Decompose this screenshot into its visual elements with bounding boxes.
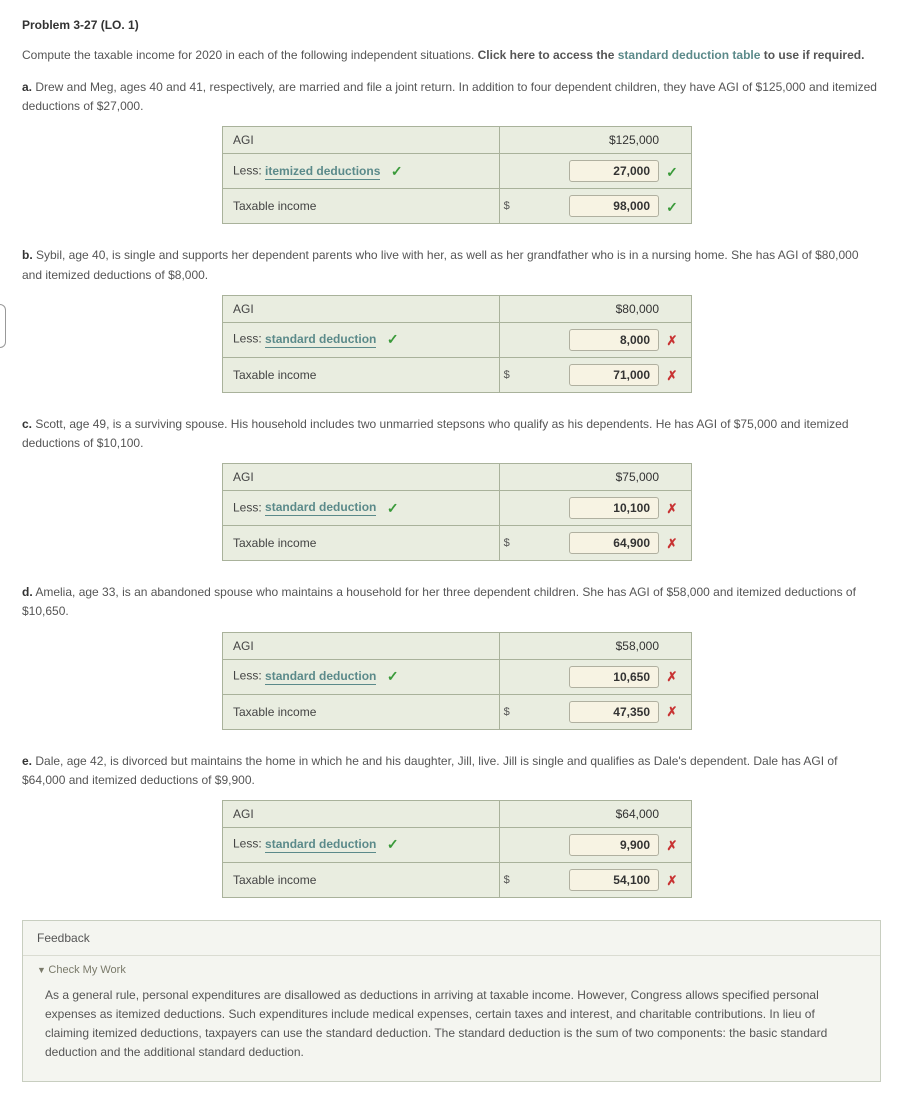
part-b: b. Sybil, age 40, is single and supports…	[22, 246, 881, 392]
agi-label: AGI	[223, 632, 500, 659]
cross-icon: ✗	[663, 333, 681, 349]
check-my-work-toggle[interactable]: Check My Work	[23, 956, 880, 982]
deduction-type-select[interactable]: standard deduction	[265, 837, 376, 853]
standard-deduction-link[interactable]: standard deduction table	[618, 48, 761, 62]
part-d-letter: d.	[22, 585, 33, 599]
part-e-text: e. Dale, age 42, is divorced but maintai…	[22, 752, 881, 790]
intro-after: to use if required.	[760, 48, 864, 62]
cross-icon: ✗	[663, 536, 681, 552]
deduction-type-select[interactable]: standard deduction	[265, 669, 376, 685]
taxable-input[interactable]: 47,350	[569, 701, 659, 723]
deduction-input[interactable]: 27,000	[569, 160, 659, 182]
agi-value: $58,000	[616, 639, 681, 653]
part-c-table: AGI $75,000 Less: standard deduction ✓ 1…	[222, 463, 692, 561]
deduction-input[interactable]: 8,000	[569, 329, 659, 351]
agi-value: $64,000	[616, 807, 681, 821]
taxable-label: Taxable income	[223, 189, 500, 224]
deduction-type-select[interactable]: itemized deductions	[265, 164, 380, 180]
dollar-sign: $	[504, 874, 510, 886]
part-d-table: AGI $58,000 Less: standard deduction ✓ 1…	[222, 632, 692, 730]
agi-label: AGI	[223, 800, 500, 827]
feedback-body: As a general rule, personal expenditures…	[23, 982, 880, 1081]
part-d-desc: Amelia, age 33, is an abandoned spouse w…	[22, 585, 856, 618]
part-e-desc: Dale, age 42, is divorced but maintains …	[22, 754, 837, 787]
taxable-input[interactable]: 71,000	[569, 364, 659, 386]
feedback-box: Feedback Check My Work As a general rule…	[22, 920, 881, 1082]
part-e-table: AGI $64,000 Less: standard deduction ✓ 9…	[222, 800, 692, 898]
taxable-label: Taxable income	[223, 694, 500, 729]
taxable-label: Taxable income	[223, 526, 500, 561]
dollar-sign: $	[504, 706, 510, 718]
dollar-sign: $	[504, 537, 510, 549]
part-d: d. Amelia, age 33, is an abandoned spous…	[22, 583, 881, 729]
part-c-text: c. Scott, age 49, is a surviving spouse.…	[22, 415, 881, 453]
cross-icon: ✗	[663, 838, 681, 854]
dollar-sign: $	[504, 369, 510, 381]
deduction-input[interactable]: 10,650	[569, 666, 659, 688]
deduction-input[interactable]: 10,100	[569, 497, 659, 519]
less-label: Less:	[233, 500, 262, 514]
part-d-text: d. Amelia, age 33, is an abandoned spous…	[22, 583, 881, 621]
part-e-letter: e.	[22, 754, 32, 768]
taxable-label: Taxable income	[223, 862, 500, 897]
check-icon: ✓	[384, 836, 402, 853]
part-c-desc: Scott, age 49, is a surviving spouse. Hi…	[22, 417, 849, 450]
deduction-type-select[interactable]: standard deduction	[265, 500, 376, 516]
less-label: Less:	[233, 332, 262, 346]
part-c-letter: c.	[22, 417, 32, 431]
cross-icon: ✗	[663, 873, 681, 889]
agi-label: AGI	[223, 464, 500, 491]
part-a-desc: Drew and Meg, ages 40 and 41, respective…	[22, 80, 877, 113]
deduction-input[interactable]: 9,900	[569, 834, 659, 856]
deduction-type-select[interactable]: standard deduction	[265, 332, 376, 348]
part-b-letter: b.	[22, 248, 33, 262]
check-icon: ✓	[663, 199, 681, 216]
cross-icon: ✗	[663, 669, 681, 685]
part-a-text: a. Drew and Meg, ages 40 and 41, respect…	[22, 78, 881, 116]
part-b-text: b. Sybil, age 40, is single and supports…	[22, 246, 881, 284]
less-label: Less:	[233, 837, 262, 851]
check-icon: ✓	[384, 668, 402, 685]
intro-bold: Click here to access the	[478, 48, 618, 62]
taxable-input[interactable]: 64,900	[569, 532, 659, 554]
agi-label: AGI	[223, 295, 500, 322]
part-a-letter: a.	[22, 80, 32, 94]
less-label: Less:	[233, 164, 262, 178]
cross-icon: ✗	[663, 501, 681, 517]
cross-icon: ✗	[663, 368, 681, 384]
problem-title: Problem 3-27 (LO. 1)	[22, 18, 881, 32]
taxable-input[interactable]: 54,100	[569, 869, 659, 891]
part-b-table: AGI $80,000 Less: standard deduction ✓ 8…	[222, 295, 692, 393]
part-c: c. Scott, age 49, is a surviving spouse.…	[22, 415, 881, 561]
dollar-sign: $	[504, 200, 510, 212]
agi-value: $75,000	[616, 470, 681, 484]
feedback-header: Feedback	[23, 921, 880, 956]
check-icon: ✓	[388, 163, 406, 180]
cross-icon: ✗	[663, 704, 681, 720]
agi-value: $80,000	[616, 302, 681, 316]
agi-value: $125,000	[609, 133, 681, 147]
side-tab[interactable]	[0, 304, 6, 348]
agi-label: AGI	[223, 127, 500, 154]
intro-before: Compute the taxable income for 2020 in e…	[22, 48, 478, 62]
part-b-desc: Sybil, age 40, is single and supports he…	[22, 248, 859, 281]
less-label: Less:	[233, 669, 262, 683]
taxable-input[interactable]: 98,000	[569, 195, 659, 217]
check-icon: ✓	[384, 331, 402, 348]
check-icon: ✓	[384, 500, 402, 517]
part-e: e. Dale, age 42, is divorced but maintai…	[22, 752, 881, 898]
taxable-label: Taxable income	[223, 357, 500, 392]
check-icon: ✓	[663, 164, 681, 181]
part-a-table: AGI $125,000 Less: itemized deductions ✓…	[222, 126, 692, 224]
part-a: a. Drew and Meg, ages 40 and 41, respect…	[22, 78, 881, 224]
problem-intro: Compute the taxable income for 2020 in e…	[22, 46, 881, 64]
